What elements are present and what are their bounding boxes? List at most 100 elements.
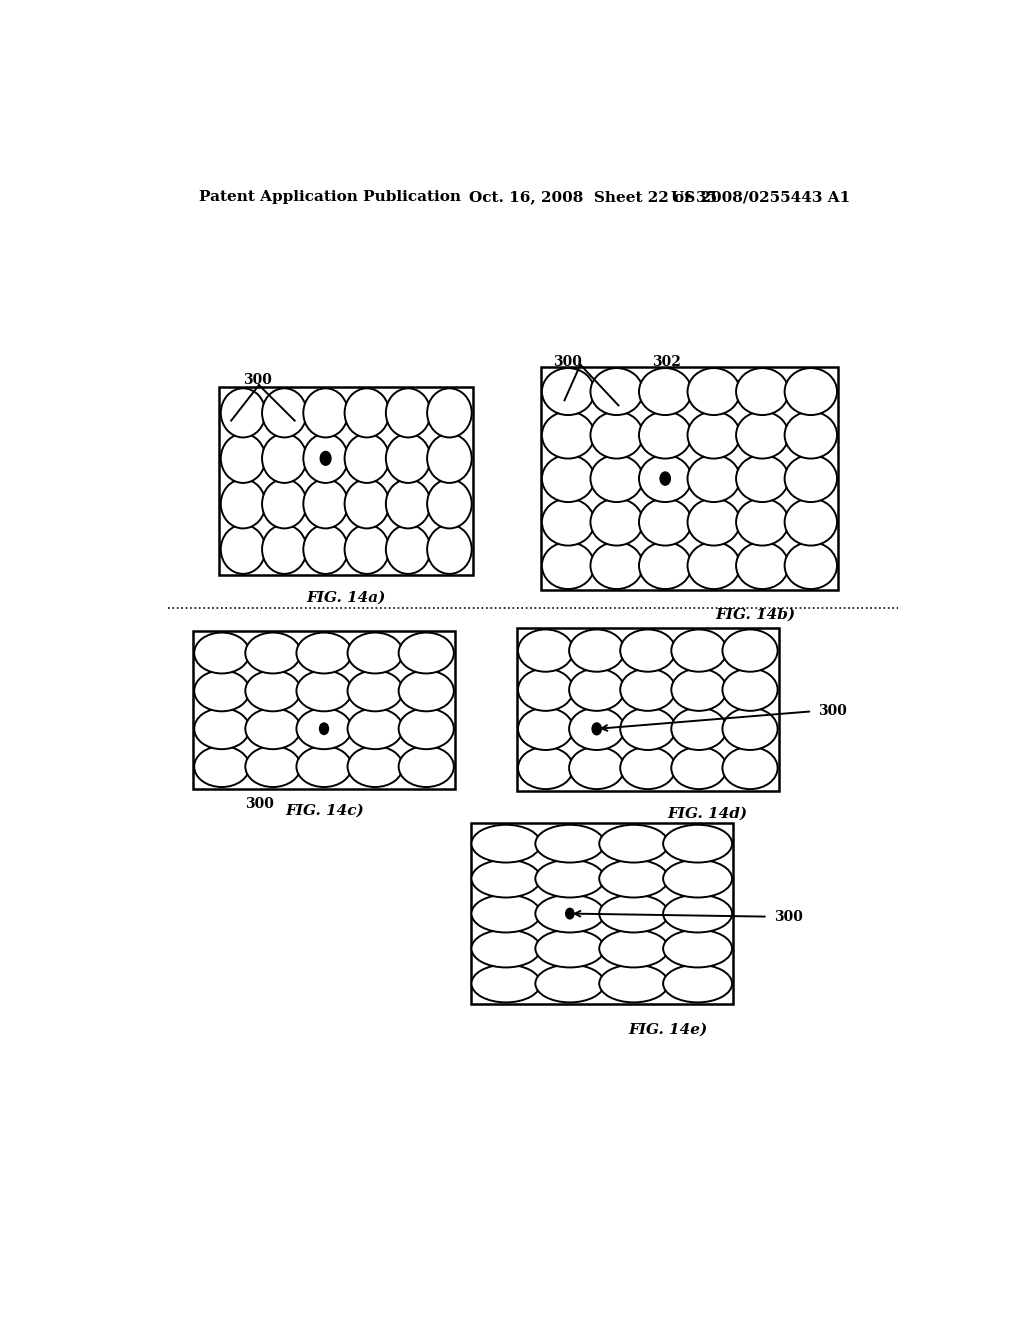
Ellipse shape bbox=[664, 965, 732, 1002]
Ellipse shape bbox=[639, 455, 691, 502]
Ellipse shape bbox=[262, 525, 306, 574]
Ellipse shape bbox=[569, 747, 625, 789]
Ellipse shape bbox=[296, 632, 351, 673]
Ellipse shape bbox=[246, 671, 300, 711]
Ellipse shape bbox=[722, 669, 777, 711]
Text: 300: 300 bbox=[818, 705, 847, 718]
Ellipse shape bbox=[542, 455, 594, 502]
Ellipse shape bbox=[672, 669, 726, 711]
Ellipse shape bbox=[398, 709, 454, 750]
Bar bbox=[471, 824, 733, 1005]
Ellipse shape bbox=[569, 669, 625, 711]
Ellipse shape bbox=[246, 632, 300, 673]
Circle shape bbox=[319, 723, 329, 734]
Ellipse shape bbox=[542, 412, 594, 458]
Text: FIG. 14e): FIG. 14e) bbox=[628, 1022, 708, 1036]
Text: 300: 300 bbox=[774, 909, 803, 924]
Ellipse shape bbox=[303, 525, 348, 574]
Ellipse shape bbox=[639, 368, 691, 414]
Ellipse shape bbox=[736, 455, 788, 502]
Ellipse shape bbox=[195, 671, 250, 711]
Text: Oct. 16, 2008  Sheet 22 of 35: Oct. 16, 2008 Sheet 22 of 35 bbox=[469, 190, 718, 205]
Bar bbox=[219, 387, 473, 576]
Ellipse shape bbox=[262, 388, 306, 437]
Text: 300: 300 bbox=[246, 797, 274, 810]
Ellipse shape bbox=[536, 965, 604, 1002]
Ellipse shape bbox=[427, 434, 472, 483]
Text: FIG. 14c): FIG. 14c) bbox=[286, 804, 365, 818]
Ellipse shape bbox=[471, 929, 541, 968]
Ellipse shape bbox=[542, 499, 594, 545]
Ellipse shape bbox=[672, 630, 726, 672]
Circle shape bbox=[565, 908, 574, 919]
Ellipse shape bbox=[427, 525, 472, 574]
Text: 302: 302 bbox=[652, 355, 681, 368]
Ellipse shape bbox=[736, 412, 788, 458]
Bar bbox=[194, 631, 455, 788]
Ellipse shape bbox=[195, 632, 250, 673]
Ellipse shape bbox=[621, 708, 676, 750]
Ellipse shape bbox=[591, 543, 643, 589]
Bar bbox=[517, 628, 779, 791]
Ellipse shape bbox=[599, 825, 669, 862]
Ellipse shape bbox=[672, 708, 726, 750]
Ellipse shape bbox=[536, 895, 604, 932]
Ellipse shape bbox=[736, 368, 788, 414]
Ellipse shape bbox=[471, 965, 541, 1002]
Ellipse shape bbox=[536, 929, 604, 968]
Text: 300: 300 bbox=[243, 374, 272, 387]
Ellipse shape bbox=[542, 368, 594, 414]
Ellipse shape bbox=[664, 895, 732, 932]
Ellipse shape bbox=[303, 434, 348, 483]
Ellipse shape bbox=[599, 859, 669, 898]
Text: FIG. 14b): FIG. 14b) bbox=[715, 607, 795, 622]
Ellipse shape bbox=[345, 525, 389, 574]
Ellipse shape bbox=[639, 543, 691, 589]
Ellipse shape bbox=[722, 747, 777, 789]
Ellipse shape bbox=[784, 499, 837, 545]
Ellipse shape bbox=[736, 499, 788, 545]
Ellipse shape bbox=[672, 747, 726, 789]
Ellipse shape bbox=[591, 412, 643, 458]
Ellipse shape bbox=[386, 388, 430, 437]
Ellipse shape bbox=[221, 388, 265, 437]
Ellipse shape bbox=[386, 479, 430, 528]
Ellipse shape bbox=[262, 434, 306, 483]
Ellipse shape bbox=[398, 671, 454, 711]
Ellipse shape bbox=[262, 479, 306, 528]
Ellipse shape bbox=[518, 708, 573, 750]
Bar bbox=[541, 367, 839, 590]
Ellipse shape bbox=[386, 525, 430, 574]
Ellipse shape bbox=[736, 543, 788, 589]
Ellipse shape bbox=[784, 543, 837, 589]
Text: 300: 300 bbox=[553, 355, 582, 368]
Ellipse shape bbox=[784, 412, 837, 458]
Ellipse shape bbox=[664, 825, 732, 862]
Ellipse shape bbox=[471, 895, 541, 932]
Circle shape bbox=[592, 723, 601, 735]
Ellipse shape bbox=[296, 671, 351, 711]
Ellipse shape bbox=[536, 859, 604, 898]
Circle shape bbox=[321, 451, 331, 465]
Ellipse shape bbox=[221, 434, 265, 483]
Ellipse shape bbox=[345, 434, 389, 483]
Ellipse shape bbox=[195, 746, 250, 787]
Circle shape bbox=[660, 473, 671, 486]
Ellipse shape bbox=[195, 709, 250, 750]
Ellipse shape bbox=[536, 825, 604, 862]
Ellipse shape bbox=[569, 630, 625, 672]
Ellipse shape bbox=[569, 708, 625, 750]
Ellipse shape bbox=[427, 479, 472, 528]
Ellipse shape bbox=[347, 709, 402, 750]
Ellipse shape bbox=[518, 669, 573, 711]
Ellipse shape bbox=[386, 434, 430, 483]
Ellipse shape bbox=[347, 632, 402, 673]
Ellipse shape bbox=[621, 669, 676, 711]
Ellipse shape bbox=[687, 543, 740, 589]
Ellipse shape bbox=[599, 895, 669, 932]
Ellipse shape bbox=[599, 965, 669, 1002]
Ellipse shape bbox=[296, 709, 351, 750]
Ellipse shape bbox=[221, 525, 265, 574]
Ellipse shape bbox=[664, 859, 732, 898]
Ellipse shape bbox=[471, 859, 541, 898]
